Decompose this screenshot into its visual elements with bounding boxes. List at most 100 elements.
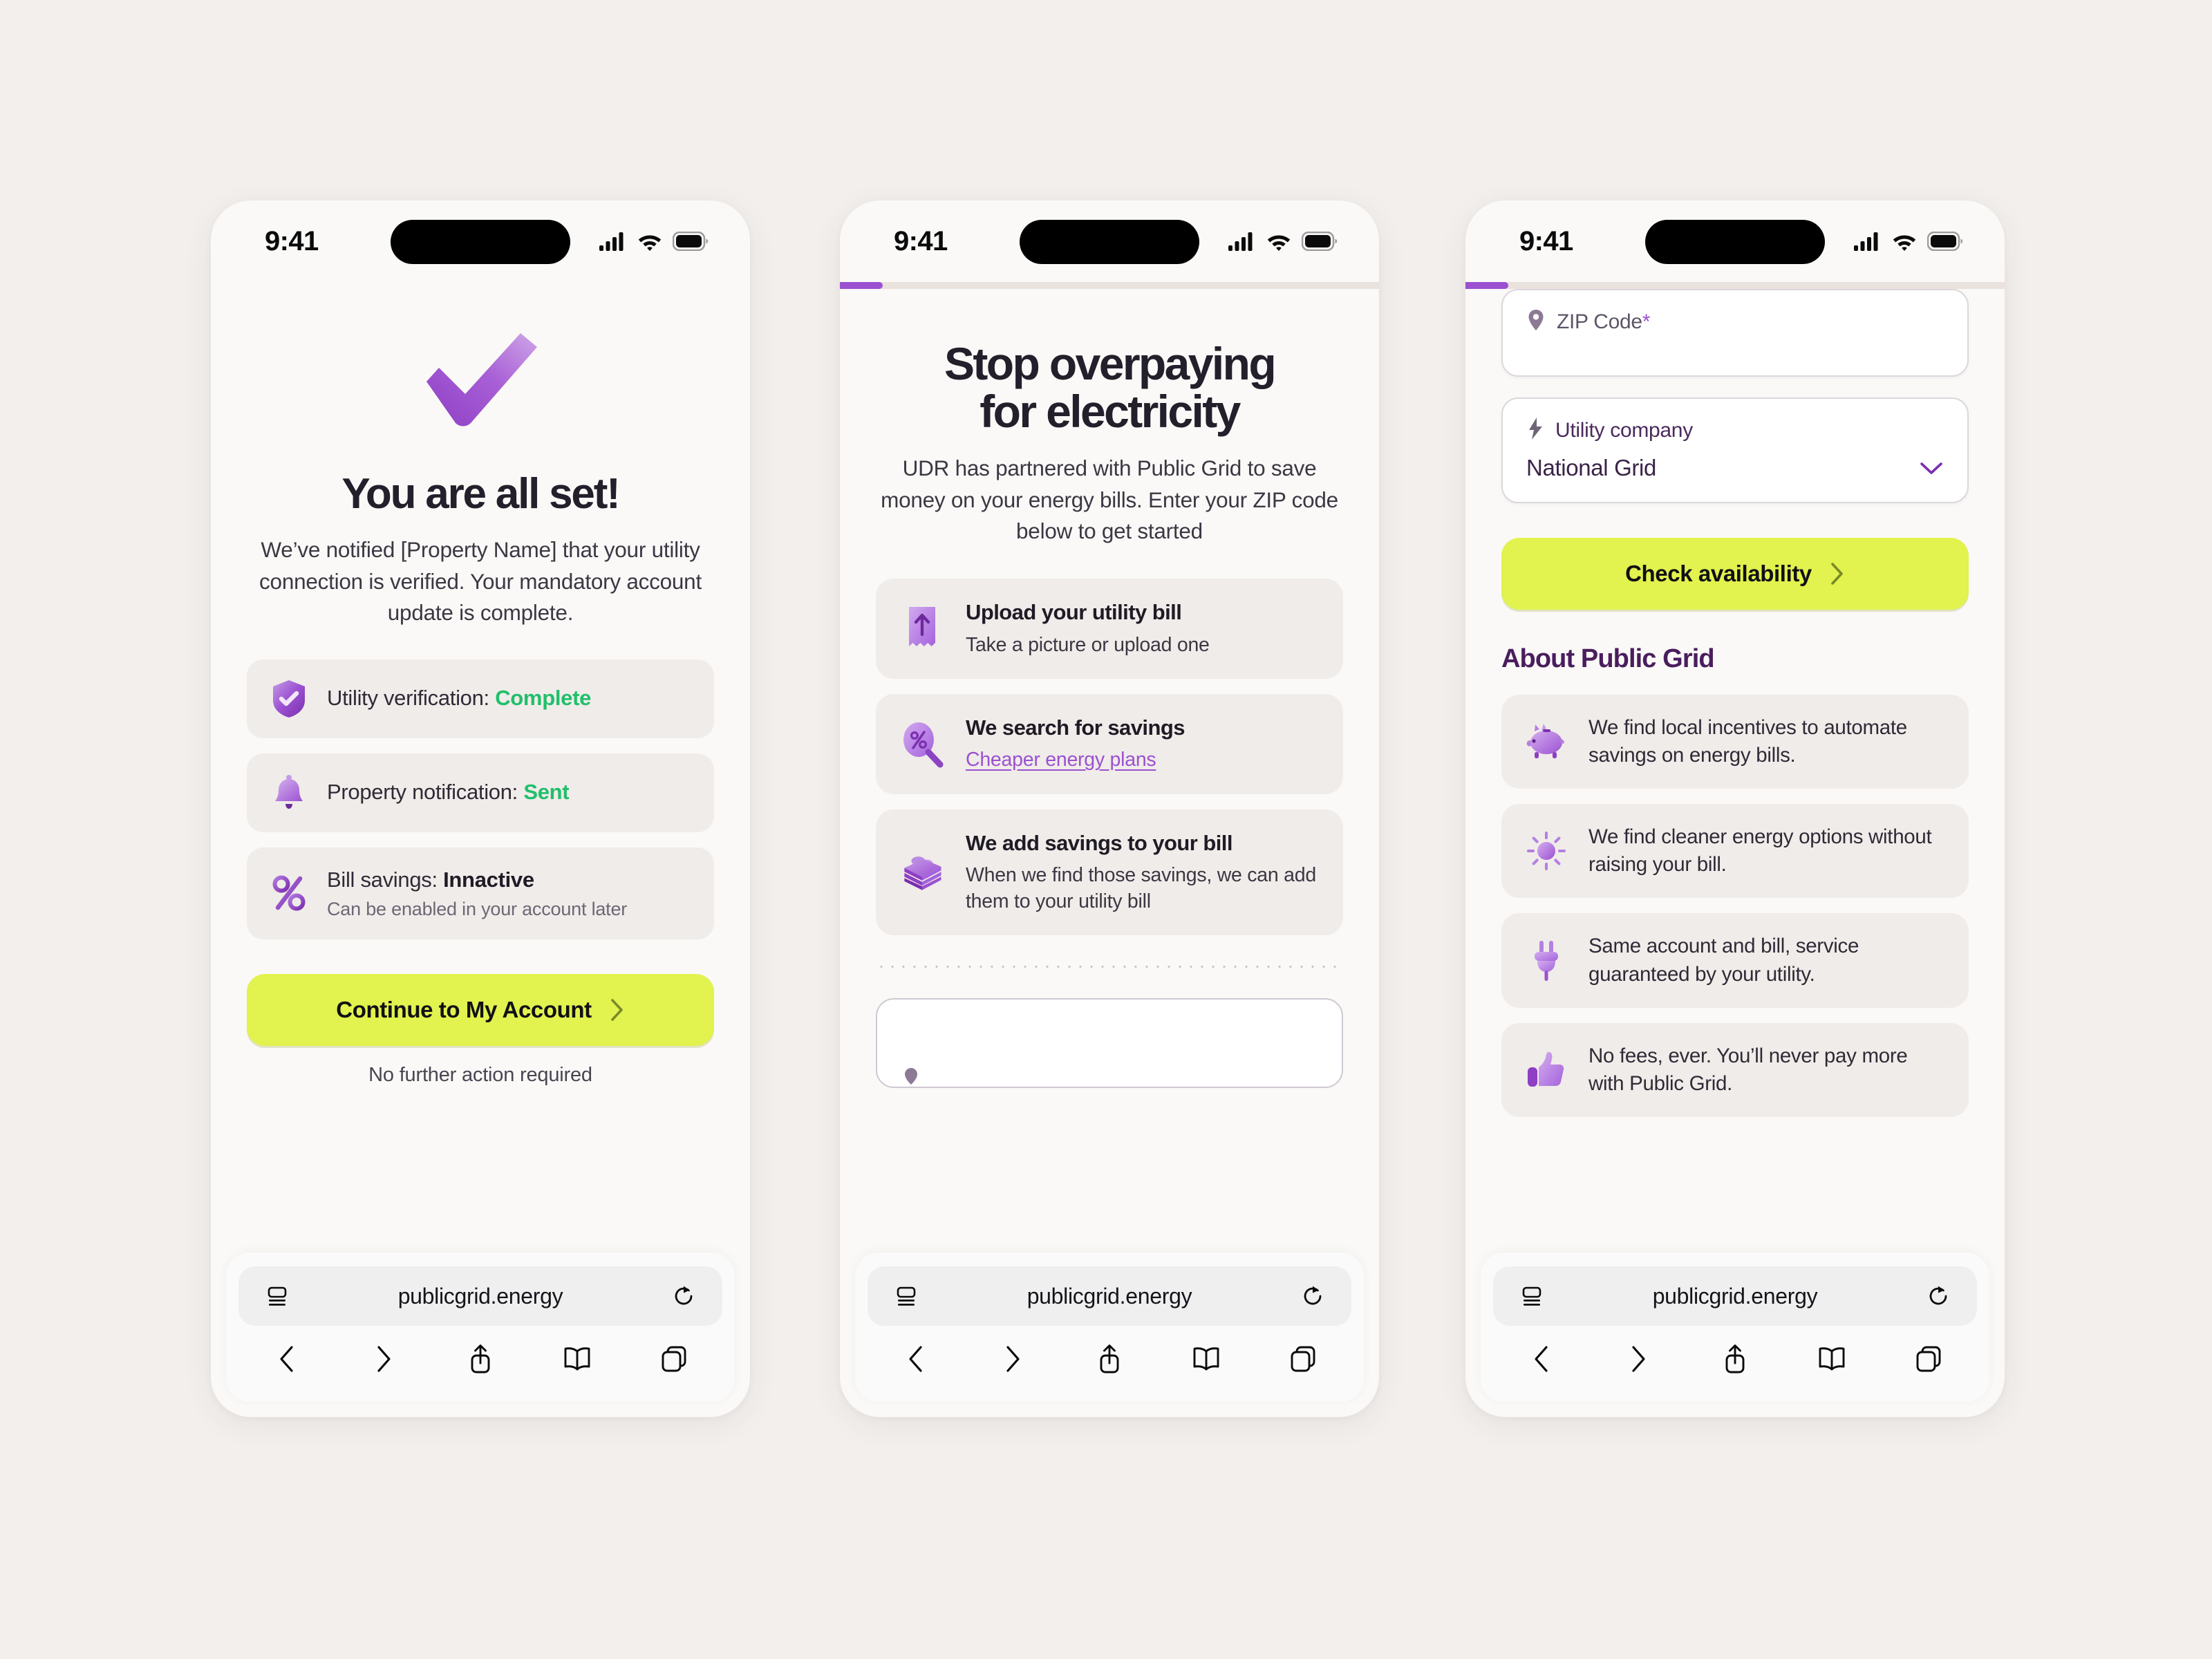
reader-view-icon[interactable] xyxy=(891,1284,921,1308)
share-icon[interactable] xyxy=(1710,1334,1760,1384)
phone-mockup-landing: 9:41 Stop overpaying for e xyxy=(840,200,1379,1417)
signal-bars-icon xyxy=(1854,232,1882,251)
bolt-icon xyxy=(1526,417,1544,444)
status-row-list: Utility verification: Complete xyxy=(247,659,714,940)
tabs-icon[interactable] xyxy=(1278,1334,1328,1384)
browser-nav-row xyxy=(1493,1326,1977,1392)
tabs-icon[interactable] xyxy=(1904,1334,1953,1384)
feature-text: Upload your utility bill Take a picture … xyxy=(966,599,1210,658)
status-bar-indicators xyxy=(599,232,709,251)
bookmarks-icon[interactable] xyxy=(1807,1334,1857,1384)
progress-fill xyxy=(1465,282,1509,289)
check-availability-button[interactable]: Check availability xyxy=(1501,538,1969,610)
shield-check-icon xyxy=(270,679,308,719)
feature-card-add-savings: We add savings to your bill When we find… xyxy=(876,809,1343,936)
share-icon[interactable] xyxy=(1085,1334,1134,1384)
status-row-text: Bill savings: Innactive Can be enabled i… xyxy=(327,867,691,921)
phone-mockup-confirmation: 9:41 xyxy=(211,200,750,1417)
piggy-bank-icon xyxy=(1525,719,1568,765)
forward-icon[interactable] xyxy=(988,1334,1038,1384)
status-row-text: Utility verification: Complete xyxy=(327,685,691,712)
feature-subtitle: When we find those savings, we can add t… xyxy=(966,864,1316,912)
chevron-right-icon xyxy=(610,998,625,1022)
feature-text: We search for savings Cheaper energy pla… xyxy=(966,715,1185,774)
about-card-list: We find local incentives to automate sav… xyxy=(1501,695,1969,1117)
utility-company-label: Utility company xyxy=(1555,418,1693,442)
location-pin-icon xyxy=(1526,308,1546,335)
tabs-icon[interactable] xyxy=(649,1334,699,1384)
utility-company-value-row[interactable]: National Grid xyxy=(1526,455,1944,481)
reload-icon[interactable] xyxy=(1923,1284,1953,1308)
status-badge: Complete xyxy=(495,686,592,711)
dynamic-island xyxy=(391,220,570,264)
status-row-main: Property notification: Sent xyxy=(327,779,691,806)
percent-icon xyxy=(270,873,308,913)
about-card-text: No fees, ever. You’ll never pay more wit… xyxy=(1588,1044,1908,1095)
continue-to-my-account-button[interactable]: Continue to My Account xyxy=(247,974,714,1047)
required-marker: * xyxy=(1642,310,1651,333)
page-description: We’ve notified [Property Name] that your… xyxy=(259,537,702,626)
magnifier-percent-icon xyxy=(899,719,945,770)
page-viewport: ZIP Code* Utility company National Grid xyxy=(1465,289,2005,1417)
bookmarks-icon[interactable] xyxy=(1181,1334,1231,1384)
page-content: Stop overpaying for electricity UDR has … xyxy=(840,289,1379,1253)
status-row-text: Property notification: Sent xyxy=(327,779,691,806)
back-icon[interactable] xyxy=(1517,1334,1566,1384)
forward-icon[interactable] xyxy=(359,1334,409,1384)
status-row-main: Utility verification: Complete xyxy=(327,685,691,712)
plug-icon xyxy=(1525,938,1568,984)
status-row-label: Bill savings: xyxy=(327,867,438,892)
status-bar-time: 9:41 xyxy=(1519,225,1573,256)
zip-code-placeholder: ZIP Code* xyxy=(1557,310,1651,333)
status-badge: Innactive xyxy=(443,867,534,892)
address-bar[interactable]: publicgrid.energy xyxy=(868,1266,1351,1326)
status-bar: 9:41 xyxy=(840,200,1379,282)
forward-icon[interactable] xyxy=(1613,1334,1663,1384)
share-icon[interactable] xyxy=(456,1334,505,1384)
browser-nav-row xyxy=(238,1326,722,1392)
address-bar-url: publicgrid.energy xyxy=(1027,1283,1192,1309)
about-card-text: We find local incentives to automate sav… xyxy=(1588,716,1907,767)
cheaper-energy-plans-link[interactable]: Cheaper energy plans xyxy=(966,749,1156,771)
wifi-icon xyxy=(1891,232,1918,251)
onboarding-progress-bar xyxy=(1465,282,2005,289)
reader-view-icon[interactable] xyxy=(1517,1284,1547,1308)
zip-code-field-partial[interactable] xyxy=(876,998,1343,1089)
page-viewport: You are all set! We’ve notified [Propert… xyxy=(211,282,750,1417)
about-card-text: We find cleaner energy options without r… xyxy=(1588,825,1932,877)
chevron-down-icon[interactable] xyxy=(1919,460,1944,476)
back-icon[interactable] xyxy=(891,1334,941,1384)
safari-toolbar: publicgrid.energy xyxy=(226,1253,735,1402)
address-bar[interactable]: publicgrid.energy xyxy=(1493,1266,1977,1326)
battery-icon xyxy=(1927,232,1963,251)
about-card-clean-energy: We find cleaner energy options without r… xyxy=(1501,804,1969,899)
phone-mockup-form: 9:41 xyxy=(1465,200,2005,1417)
utility-company-field[interactable]: Utility company National Grid xyxy=(1501,397,1969,503)
feature-title: We search for savings xyxy=(966,715,1185,740)
back-icon[interactable] xyxy=(262,1334,312,1384)
sun-icon xyxy=(1525,828,1568,874)
bookmarks-icon[interactable] xyxy=(552,1334,602,1384)
address-bar-url: publicgrid.energy xyxy=(397,1283,563,1309)
address-bar[interactable]: publicgrid.energy xyxy=(238,1266,722,1326)
page-description: UDR has partnered with Public Grid to sa… xyxy=(881,456,1338,543)
about-card-same-account: Same account and bill, service guarantee… xyxy=(1501,913,1969,1008)
dynamic-island xyxy=(1020,220,1199,264)
about-card-no-fees: No fees, ever. You’ll never pay more wit… xyxy=(1501,1022,1969,1117)
wifi-icon xyxy=(637,232,663,251)
browser-nav-row xyxy=(868,1326,1351,1392)
feature-card-upload-bill: Upload your utility bill Take a picture … xyxy=(876,579,1343,679)
safari-toolbar: publicgrid.energy xyxy=(1481,1253,1989,1402)
reload-icon[interactable] xyxy=(1297,1284,1328,1308)
zip-code-field-header: ZIP Code* xyxy=(1526,308,1944,335)
zip-code-field[interactable]: ZIP Code* xyxy=(1501,289,1969,377)
signal-bars-icon xyxy=(599,232,627,251)
check-mark-icon xyxy=(411,333,550,441)
bell-icon xyxy=(270,773,308,813)
reader-view-icon[interactable] xyxy=(262,1284,292,1308)
reload-icon[interactable] xyxy=(668,1284,699,1308)
page-content: You are all set! We’ve notified [Propert… xyxy=(211,282,750,1253)
feature-text: We add savings to your bill When we find… xyxy=(966,830,1320,915)
feature-subtitle: Take a picture or upload one xyxy=(966,633,1210,656)
